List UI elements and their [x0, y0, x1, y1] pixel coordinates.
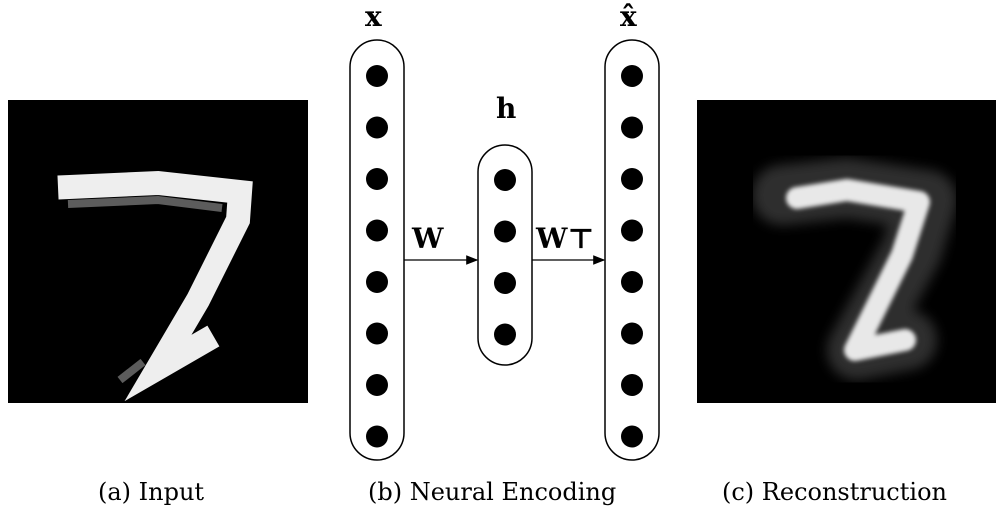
input-node-3: [366, 168, 388, 190]
hidden-node-1: [494, 169, 516, 191]
digit-seven-strokes: [57, 170, 253, 402]
input-node-6: [366, 322, 388, 345]
input-node-5: [366, 271, 388, 293]
output-node-4: [621, 219, 643, 242]
input-node-4: [366, 219, 388, 242]
output-layer-capsule: [604, 39, 660, 461]
encoder-weight-label: W: [411, 222, 444, 255]
input-layer-capsule: [349, 39, 405, 461]
output-layer-nodes: [621, 65, 643, 448]
caption-reconstruction: (c) Reconstruction: [722, 478, 947, 506]
hidden-layer-label: h: [496, 92, 516, 125]
caption-neural-encoding: (b) Neural Encoding: [368, 478, 617, 506]
input-layer-nodes: [366, 65, 388, 448]
input-node-8: [366, 425, 388, 448]
output-node-5: [621, 271, 643, 293]
reconstruction-strokes: [786, 179, 930, 361]
hidden-node-2: [494, 220, 516, 243]
decoder-weight-label: W⊤: [535, 222, 594, 255]
input-node-2: [366, 116, 388, 139]
output-layer-label: x̂: [620, 0, 637, 33]
input-node-1: [366, 65, 388, 87]
output-node-3: [621, 168, 643, 190]
input-layer-label: x: [365, 0, 382, 33]
output-node-7: [621, 374, 643, 396]
caption-input: (a) Input: [98, 478, 205, 506]
output-node-8: [621, 425, 643, 448]
output-node-6: [621, 322, 643, 345]
hidden-node-3: [494, 272, 516, 294]
neural-encoding-diagram: x h x̂ W W⊤: [349, 0, 660, 461]
input-node-7: [366, 374, 388, 396]
hidden-node-4: [494, 323, 516, 346]
digit-seven-edge: [67, 195, 223, 384]
output-node-1: [621, 65, 643, 87]
reconstruction-digit-image: [697, 100, 996, 403]
hidden-layer-nodes: [494, 169, 516, 346]
input-digit-image: [8, 100, 308, 403]
hidden-layer-capsule: [477, 144, 533, 366]
output-node-2: [621, 116, 643, 139]
